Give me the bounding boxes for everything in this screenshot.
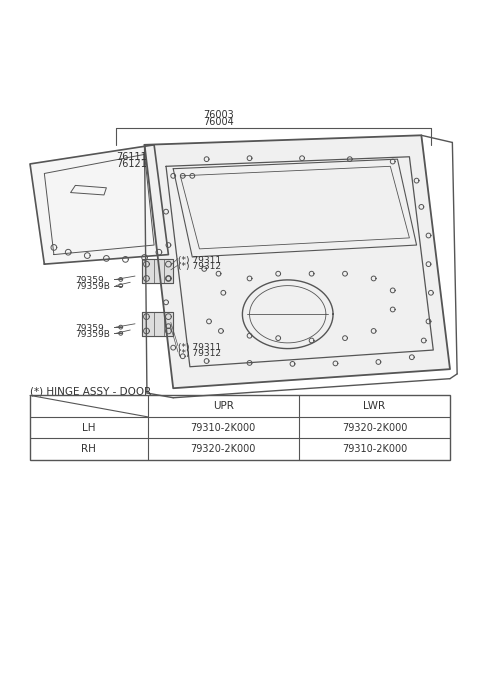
Bar xyxy=(30,396,450,460)
Text: 76111: 76111 xyxy=(116,152,147,162)
Polygon shape xyxy=(142,259,173,283)
Text: 76004: 76004 xyxy=(203,117,234,127)
Text: 79320-2K000: 79320-2K000 xyxy=(342,423,407,432)
Text: LWR: LWR xyxy=(363,401,385,411)
Text: UPR: UPR xyxy=(213,401,234,411)
Text: 79359: 79359 xyxy=(75,276,104,285)
Text: LH: LH xyxy=(82,423,96,432)
Text: 76003: 76003 xyxy=(203,110,234,121)
Text: (*) HINGE ASSY - DOOR: (*) HINGE ASSY - DOOR xyxy=(30,387,151,397)
Polygon shape xyxy=(30,145,168,264)
Text: (*) 79312: (*) 79312 xyxy=(178,349,221,358)
Text: 79310-2K000: 79310-2K000 xyxy=(342,444,407,454)
Text: 76121: 76121 xyxy=(116,159,147,169)
Text: 79359: 79359 xyxy=(75,323,104,333)
Polygon shape xyxy=(144,136,450,388)
Text: 79359B: 79359B xyxy=(75,330,110,339)
Text: (*) 79312: (*) 79312 xyxy=(178,262,221,271)
Polygon shape xyxy=(142,312,173,336)
Text: (*) 79311: (*) 79311 xyxy=(178,343,221,352)
Text: 79310-2K000: 79310-2K000 xyxy=(191,423,256,432)
Text: 79359B: 79359B xyxy=(75,283,110,291)
Text: RH: RH xyxy=(82,444,96,454)
Text: 79320-2K000: 79320-2K000 xyxy=(191,444,256,454)
Text: (*) 79311: (*) 79311 xyxy=(178,255,221,264)
